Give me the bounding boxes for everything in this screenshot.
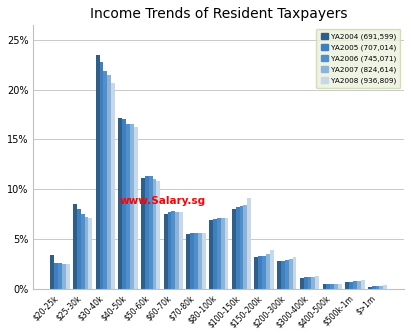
Bar [175, 212, 179, 289]
Bar [349, 282, 353, 289]
Bar [330, 284, 334, 289]
Bar [198, 233, 202, 289]
Bar [281, 261, 285, 289]
Bar [66, 264, 69, 289]
Bar [221, 218, 224, 289]
Bar [107, 75, 111, 289]
Bar [379, 286, 383, 289]
Bar [54, 263, 58, 289]
Bar [338, 284, 342, 289]
Bar [157, 181, 160, 289]
Bar [118, 118, 122, 289]
Bar [368, 287, 372, 289]
Bar [376, 286, 379, 289]
Bar [213, 219, 217, 289]
Bar [361, 280, 365, 289]
Bar [259, 256, 262, 289]
Bar [289, 259, 293, 289]
Bar [122, 119, 126, 289]
Bar [126, 124, 130, 289]
Bar [357, 281, 361, 289]
Bar [232, 209, 236, 289]
Bar [240, 206, 243, 289]
Bar [326, 284, 330, 289]
Bar [217, 218, 221, 289]
Bar [293, 257, 296, 289]
Bar [99, 62, 104, 289]
Bar [130, 124, 134, 289]
Bar [334, 284, 338, 289]
Bar [315, 276, 319, 289]
Bar [285, 260, 289, 289]
Bar [190, 233, 194, 289]
Bar [85, 217, 88, 289]
Bar [81, 214, 85, 289]
Bar [323, 284, 326, 289]
Bar [50, 255, 54, 289]
Bar [312, 277, 315, 289]
Title: Income Trends of Resident Taxpayers: Income Trends of Resident Taxpayers [90, 7, 347, 21]
Bar [164, 214, 168, 289]
Bar [88, 218, 92, 289]
Bar [277, 261, 281, 289]
Bar [372, 286, 376, 289]
Bar [96, 55, 99, 289]
Bar [134, 127, 138, 289]
Bar [224, 218, 229, 289]
Legend: YA2004 (691,599), YA2005 (707,014), YA2006 (745,071), YA2007 (824,614), YA2008 (: YA2004 (691,599), YA2005 (707,014), YA20… [316, 29, 400, 88]
Bar [62, 264, 66, 289]
Bar [307, 277, 312, 289]
Bar [73, 204, 77, 289]
Bar [202, 233, 206, 289]
Bar [171, 211, 175, 289]
Bar [152, 179, 157, 289]
Bar [58, 263, 62, 289]
Bar [77, 209, 81, 289]
Bar [141, 178, 145, 289]
Bar [353, 281, 357, 289]
Bar [104, 71, 107, 289]
Bar [345, 282, 349, 289]
Bar [194, 233, 198, 289]
Bar [262, 256, 266, 289]
Bar [383, 285, 387, 289]
Bar [209, 220, 213, 289]
Bar [266, 254, 270, 289]
Bar [300, 278, 304, 289]
Bar [304, 277, 307, 289]
Bar [149, 176, 152, 289]
Bar [270, 250, 274, 289]
Bar [111, 83, 115, 289]
Text: www.Salary.sg: www.Salary.sg [120, 196, 206, 206]
Bar [187, 234, 190, 289]
Bar [247, 198, 251, 289]
Bar [145, 176, 149, 289]
Bar [243, 205, 247, 289]
Bar [236, 207, 240, 289]
Bar [168, 212, 171, 289]
Bar [179, 212, 183, 289]
Bar [254, 257, 259, 289]
